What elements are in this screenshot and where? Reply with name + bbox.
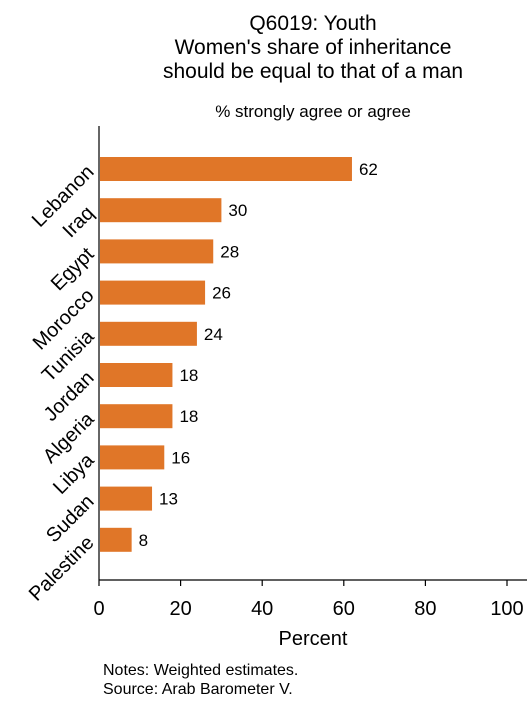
data-labels: 62 30 28 26 24 18 18 16 13 8 [139, 160, 378, 550]
x-tick-label-0: 0 [93, 598, 104, 620]
bar-iraq [100, 198, 222, 223]
bar-egypt [100, 239, 214, 264]
category-label-sudan: Sudan [42, 491, 98, 547]
data-label-libya: 16 [171, 448, 190, 467]
source-line: Source: Arab Barometer V. [103, 681, 293, 698]
bar-jordan [100, 363, 173, 387]
notes-line: Notes: Weighted estimates. [103, 662, 299, 679]
data-label-jordan: 18 [179, 366, 198, 385]
data-label-algeria: 18 [179, 407, 198, 426]
data-label-egypt: 28 [220, 242, 239, 261]
bar-libya [100, 445, 165, 470]
data-label-palestine: 8 [139, 531, 148, 550]
chart-subtitle: % strongly agree or agree [215, 102, 411, 121]
bar-sudan [100, 486, 153, 511]
bars [100, 157, 352, 552]
title-line: should be equal to that of a man [163, 60, 463, 83]
bar-palestine [100, 527, 132, 552]
title-line: Q6019: Youth [249, 12, 376, 35]
data-label-iraq: 30 [228, 201, 247, 220]
notes: Notes: Weighted estimates. Source: Arab … [103, 661, 298, 699]
category-label-egypt: Egypt [47, 243, 99, 295]
axes [98, 126, 527, 586]
x-tick-labels: 0 20 40 60 80 100 [93, 598, 523, 620]
bar-morocco [100, 280, 206, 305]
data-label-lebanon: 62 [359, 160, 378, 179]
x-tick-label-80: 80 [414, 598, 436, 620]
bar-tunisia [100, 321, 197, 346]
bar-algeria [100, 404, 173, 429]
data-label-morocco: 26 [212, 284, 231, 303]
title-line: Women's share of inheritance [175, 36, 452, 59]
category-labels: LebanonIraqEgyptMoroccoTunisiaJordanAlge… [25, 161, 99, 606]
x-axis-label: Percent [279, 628, 348, 650]
x-tick-label-100: 100 [490, 598, 523, 620]
data-label-tunisia: 24 [204, 325, 223, 344]
x-tick-label-40: 40 [251, 598, 273, 620]
bar-lebanon [100, 157, 352, 181]
x-tick-label-20: 20 [169, 598, 191, 620]
x-tick-label-60: 60 [333, 598, 355, 620]
data-label-sudan: 13 [159, 490, 178, 509]
